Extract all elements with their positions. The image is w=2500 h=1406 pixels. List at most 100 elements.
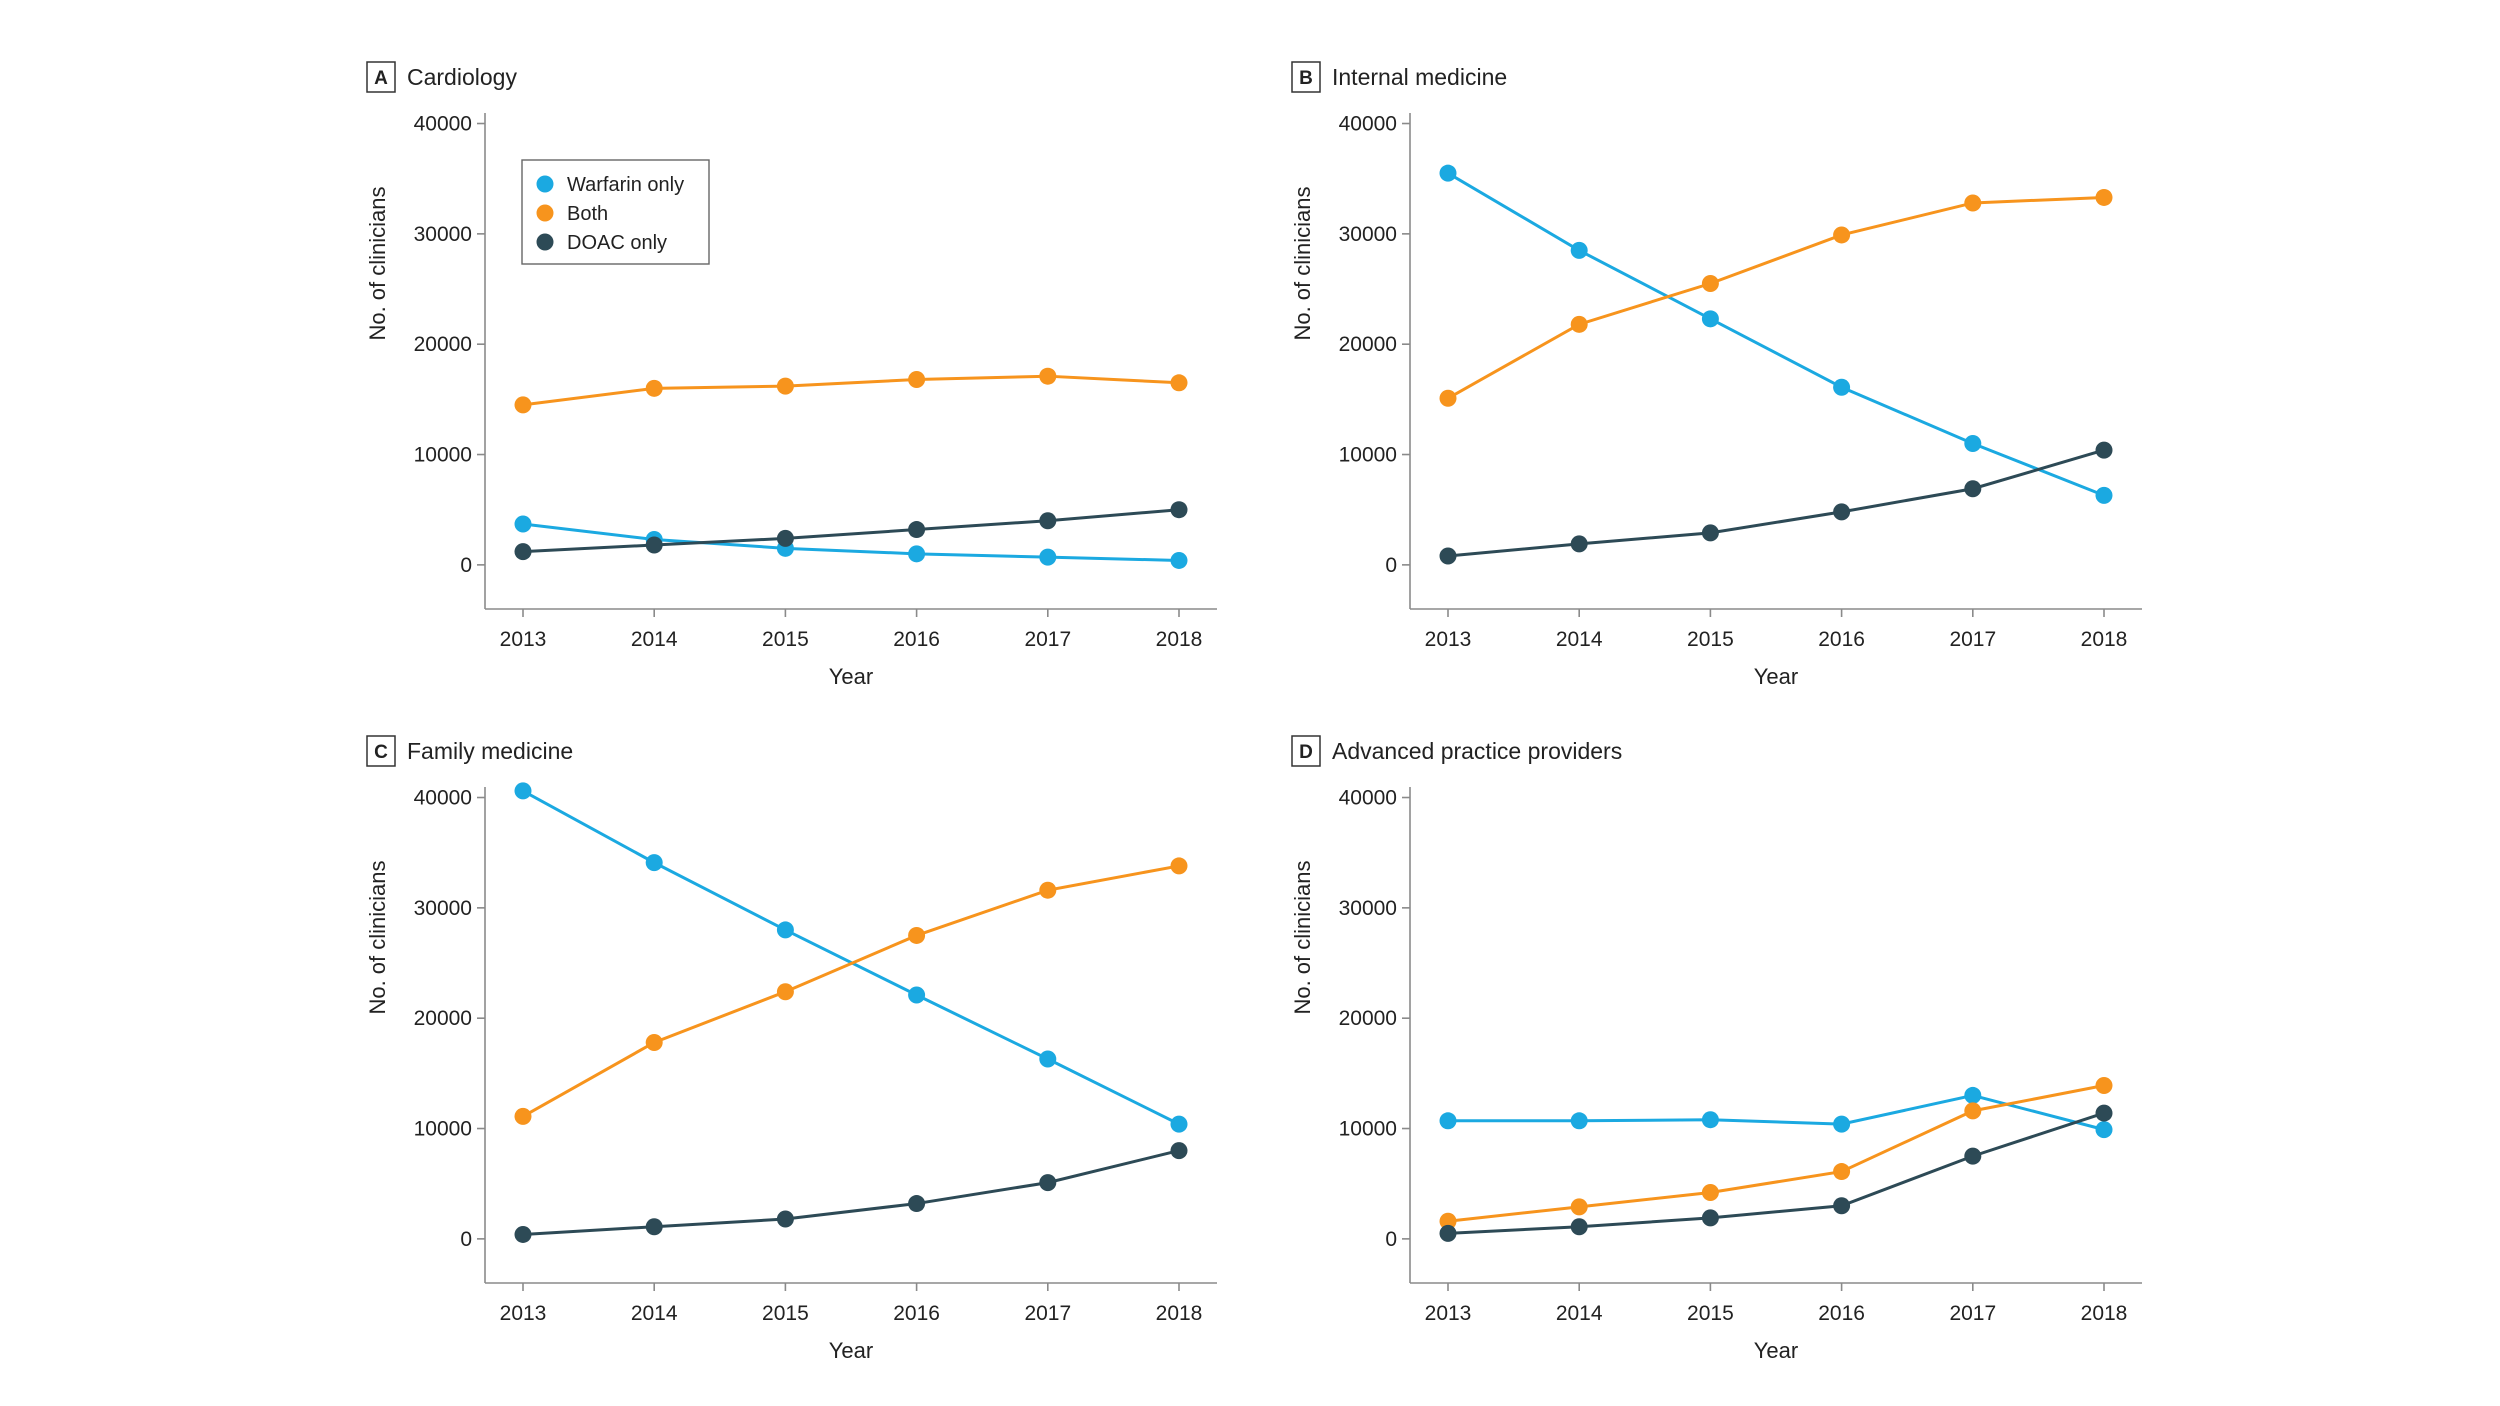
data-point-warfarin (514, 782, 532, 800)
series-line-warfarin (522, 789, 1180, 1126)
data-point-both (1039, 881, 1057, 899)
x-tick-label: 2017 (1024, 628, 1071, 651)
data-point-doac (1833, 1197, 1851, 1215)
data-point-warfarin (1833, 1115, 1851, 1133)
panel-letter-box (366, 61, 396, 93)
data-point-both (1039, 367, 1057, 385)
data-point-warfarin (1170, 551, 1188, 569)
y-tick-label: 20000 (414, 333, 472, 356)
y-tick-label: 40000 (1339, 113, 1397, 136)
data-point-both (1570, 1198, 1588, 1216)
legend-label-warfarin: Warfarin only (567, 174, 684, 196)
x-tick-label: 2017 (1024, 1302, 1071, 1325)
data-point-warfarin (908, 545, 926, 563)
y-tick-label: 20000 (1339, 333, 1397, 356)
data-point-warfarin (1833, 378, 1851, 396)
panel-title: Family medicine (407, 738, 573, 764)
data-point-warfarin (1439, 1112, 1457, 1130)
x-axis-title: Year (1754, 1338, 1798, 1363)
data-point-both (908, 370, 926, 388)
x-tick-label: 2016 (893, 1302, 940, 1325)
data-point-warfarin (1701, 310, 1719, 328)
x-tick-label: 2015 (1687, 1302, 1734, 1325)
y-tick-label: 20000 (1339, 1007, 1397, 1030)
x-tick-label: 2018 (2081, 628, 2128, 651)
y-tick-label: 40000 (1339, 787, 1397, 810)
series-line-both (1447, 1084, 2105, 1223)
data-point-both (2095, 188, 2113, 206)
data-point-doac (514, 543, 532, 561)
y-tick-label: 30000 (414, 223, 472, 246)
panel-letter: C (374, 742, 388, 763)
data-point-both (908, 926, 926, 944)
y-tick-label: 0 (1385, 1228, 1397, 1251)
panel-letter: D (1299, 742, 1313, 763)
data-point-warfarin (1170, 1115, 1188, 1133)
data-point-doac (645, 1218, 663, 1236)
series-line-doac (522, 508, 1180, 554)
data-point-both (1170, 374, 1188, 392)
legend-label-both: Both (567, 203, 608, 225)
data-point-doac (1570, 535, 1588, 553)
panel-b: B Internal medicine 0 10000 20000 30000 40000 2… (1290, 61, 2142, 689)
data-point-doac (645, 536, 663, 554)
data-point-warfarin (1964, 434, 1982, 452)
y-axis-title: No. of clinicians (365, 186, 390, 340)
panel-letter: A (374, 68, 388, 89)
y-tick-label: 20000 (414, 1007, 472, 1030)
panel-letter-box (366, 735, 396, 767)
data-point-both (1570, 315, 1588, 333)
series-line-both (522, 374, 1180, 407)
panel-title: Internal medicine (1332, 64, 1507, 90)
x-tick-label: 2016 (1818, 1302, 1865, 1325)
panel-title: Advanced practice providers (1332, 738, 1622, 764)
series-line-doac (1447, 448, 2105, 558)
data-point-doac (1039, 1174, 1057, 1192)
data-point-both (1964, 1102, 1982, 1120)
x-tick-label: 2017 (1949, 1302, 1996, 1325)
data-point-both (1170, 857, 1188, 875)
data-point-warfarin (1039, 1050, 1057, 1068)
data-point-both (1964, 194, 1982, 212)
data-point-doac (1833, 503, 1851, 521)
data-point-doac (514, 1225, 532, 1243)
x-tick-label: 2018 (1156, 628, 1203, 651)
x-tick-label: 2016 (1818, 628, 1865, 651)
x-axis-title: Year (829, 1338, 873, 1363)
data-point-both (1439, 389, 1457, 407)
data-point-doac (1439, 547, 1457, 565)
series-line-both (522, 864, 1180, 1118)
data-point-warfarin (2095, 1121, 2113, 1139)
y-tick-label: 30000 (1339, 897, 1397, 920)
panel-c: C Family medicine 0 10000 20000 30000 40000 201… (365, 735, 1217, 1363)
x-tick-label: 2018 (2081, 1302, 2128, 1325)
x-tick-label: 2013 (500, 1302, 547, 1325)
legend-label-doac: DOAC only (567, 232, 667, 254)
x-tick-label: 2014 (631, 1302, 678, 1325)
data-point-both (1439, 1212, 1457, 1230)
panel-letter-box (1291, 735, 1321, 767)
data-point-warfarin (1570, 1112, 1588, 1130)
y-tick-label: 10000 (414, 444, 472, 467)
y-axis-title: No. of clinicians (1290, 860, 1315, 1014)
x-tick-label: 2013 (500, 628, 547, 651)
panel-title: Cardiology (407, 64, 517, 90)
data-point-doac (1964, 480, 1982, 498)
data-point-doac (776, 1210, 794, 1228)
legend-swatch-warfarin (536, 175, 554, 193)
x-tick-label: 2013 (1425, 1302, 1472, 1325)
data-point-both (1833, 226, 1851, 244)
data-point-warfarin (908, 986, 926, 1004)
data-point-doac (1701, 524, 1719, 542)
data-point-doac (2095, 441, 2113, 459)
series-line-warfarin (1447, 171, 2105, 497)
data-point-both (776, 983, 794, 1001)
data-point-doac (1170, 501, 1188, 519)
data-point-doac (1039, 512, 1057, 530)
y-tick-label: 10000 (1339, 444, 1397, 467)
x-axis-title: Year (1754, 664, 1798, 689)
x-tick-label: 2018 (1156, 1302, 1203, 1325)
data-point-doac (1701, 1209, 1719, 1227)
y-axis-title: No. of clinicians (1290, 186, 1315, 340)
